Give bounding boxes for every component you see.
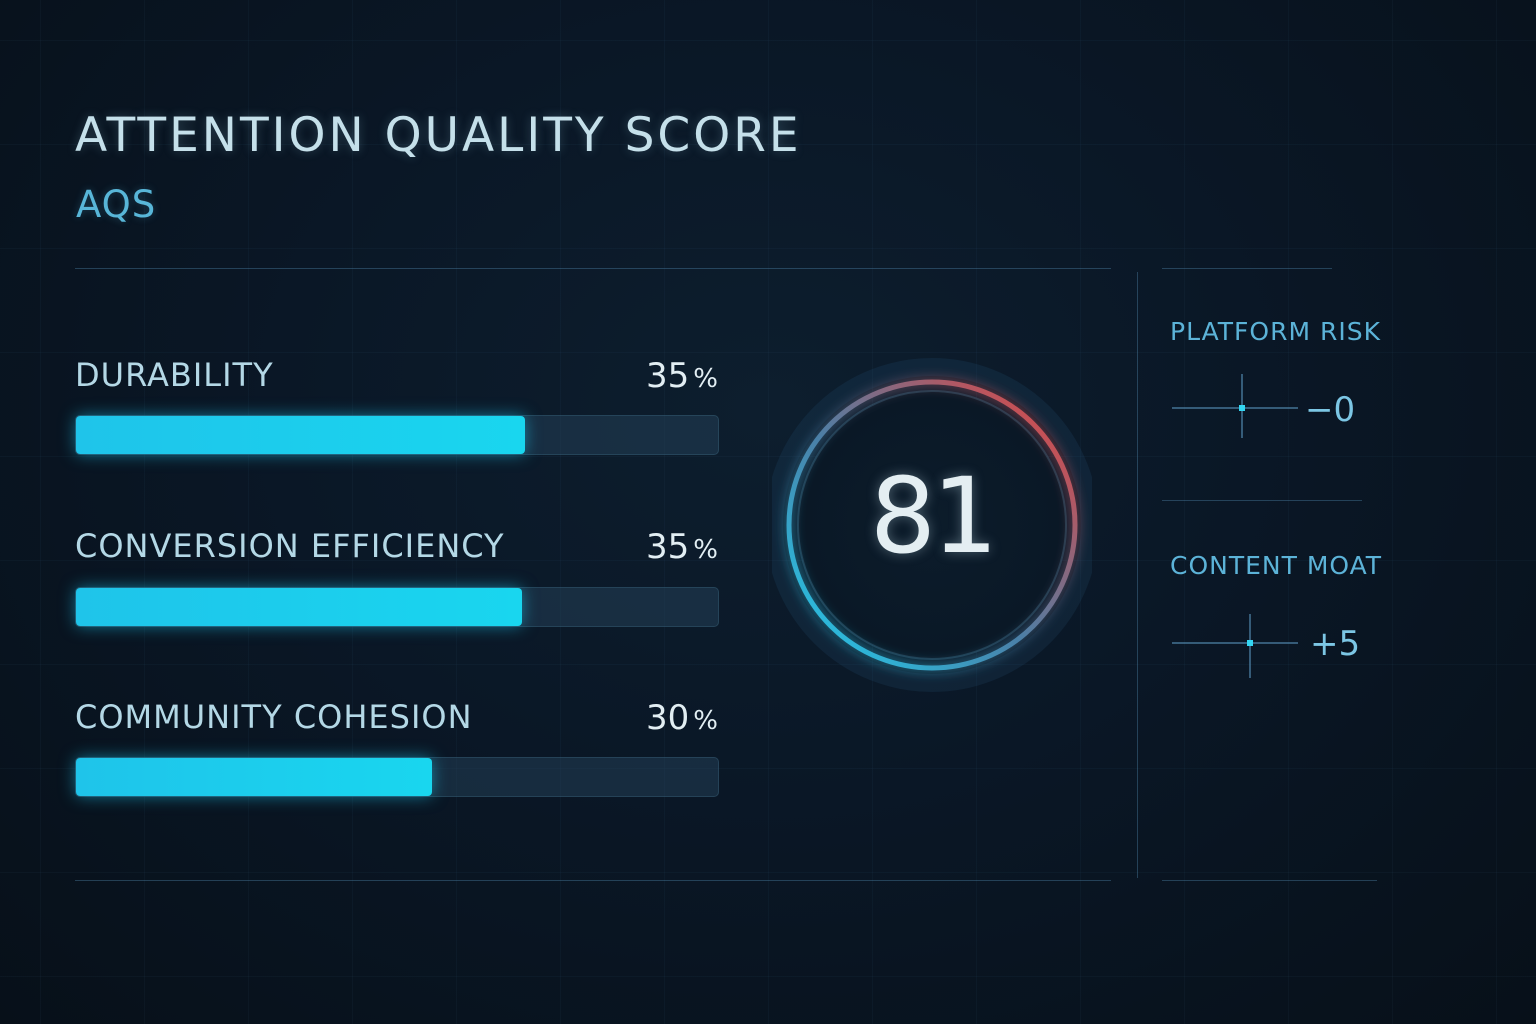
divider-side-middle [1162,500,1362,501]
metric-label-community-cohesion: COMMUNITY COHESION [75,698,473,736]
modifier-label-content-moat: CONTENT MOAT [1170,551,1383,580]
progress-bar-community-cohesion [75,757,719,797]
modifier-label-platform-risk: PLATFORM RISK [1170,317,1381,346]
score-value: 81 [869,455,998,577]
progress-bar-conversion-efficiency [75,587,719,627]
divider-top-main [75,268,1111,269]
metric-label-conversion-efficiency: CONVERSION EFFICIENCY [75,527,505,565]
modifier-value-content-moat: +5 [1310,624,1361,664]
divider-vertical [1137,272,1138,878]
score-ring-halo [772,358,1092,692]
progress-fill-conversion-efficiency [76,588,523,626]
content-moat-crosshair-icon [1172,614,1298,678]
metric-label-durability: DURABILITY [75,356,274,394]
page-subtitle: AQS [76,183,157,226]
score-ring-arc [786,379,1078,671]
metric-value-community-cohesion: 30% [646,698,718,738]
platform-risk-crosshair-icon [1172,374,1298,438]
progress-fill-community-cohesion [76,758,433,796]
metric-value-conversion-efficiency: 35% [646,527,718,567]
page-title: ATTENTION QUALITY SCORE [75,108,802,163]
score-ring-inner-disc [797,390,1067,660]
progress-bar-durability [75,415,719,455]
divider-top-side [1162,268,1332,269]
divider-bottom-main [75,880,1111,881]
progress-fill-durability [76,416,526,454]
divider-bottom-side [1162,880,1377,881]
score-ring-gauge [772,358,1092,692]
modifier-value-platform-risk: −0 [1305,390,1356,430]
metric-value-durability: 35% [646,356,718,396]
